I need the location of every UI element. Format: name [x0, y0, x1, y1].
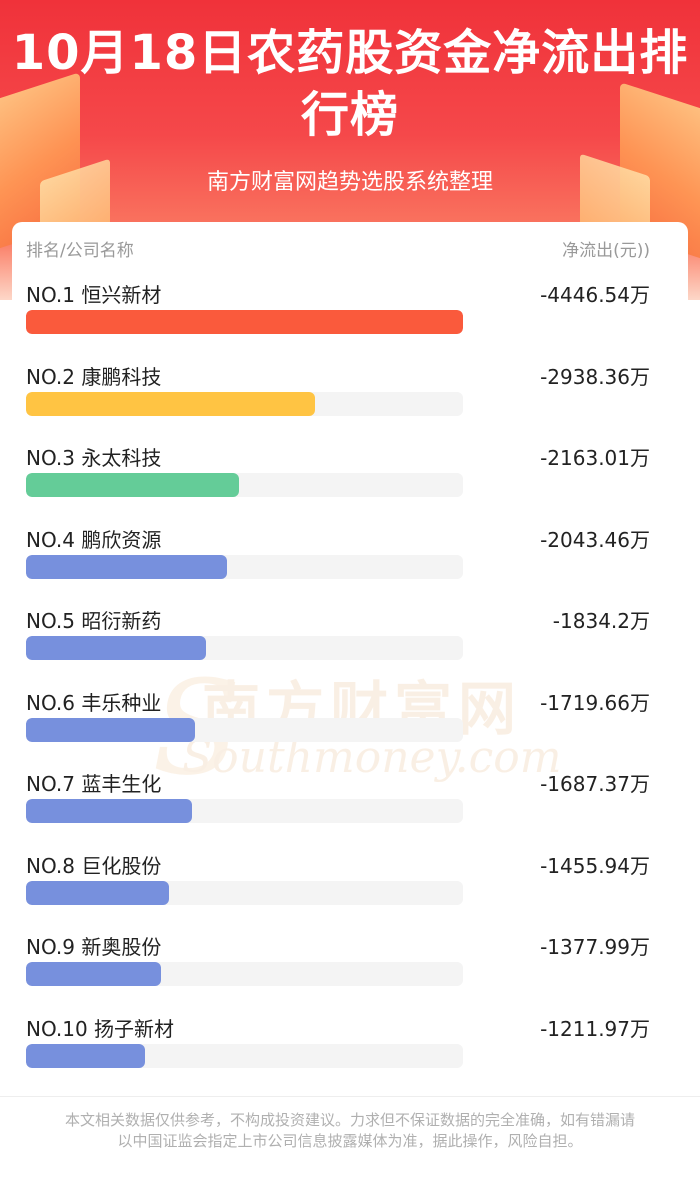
company-label: NO.5 昭衍新药 [26, 609, 162, 633]
bar-fill [26, 391, 315, 416]
company-label: NO.1 恒兴新材 [26, 283, 162, 307]
bar-track [26, 799, 463, 823]
bar-fill [26, 636, 207, 660]
bar-fill [26, 799, 192, 823]
ranking-row: NO.8 巨化股份 -1455.94万 [12, 850, 688, 931]
company-label: NO.9 新奥股份 [26, 935, 162, 959]
bar-fill [26, 717, 195, 742]
page-title: 10月18日农药股资金净流出排行榜 [11, 25, 689, 143]
ranking-row: NO.3 永太科技 -2163.01万 [12, 442, 688, 523]
footer-divider [0, 1096, 700, 1097]
ranking-row: NO.2 康鹏科技 -2938.36万 [12, 361, 688, 442]
ranking-card: 排名/公司名称 净流出(元)) S 南方财富网 Southmoney.com N… [12, 222, 688, 1094]
ranking-row: NO.4 鹏欣资源 -2043.46万 [12, 524, 688, 605]
bar-fill [26, 554, 227, 579]
company-label: NO.6 丰乐种业 [26, 690, 162, 715]
bar-fill [26, 1043, 146, 1068]
ranking-row: NO.9 新奥股份 -1377.99万 [12, 931, 688, 1012]
bar-fill [26, 880, 170, 905]
net-outflow-value: -4446.54万 [540, 283, 650, 307]
net-outflow-value: -1719.66万 [540, 690, 650, 715]
bar-track [26, 554, 463, 579]
bar-track [26, 962, 463, 986]
ranking-row: NO.7 蓝丰生化 -1687.37万 [12, 768, 688, 849]
company-label: NO.10 扬子新材 [26, 1016, 175, 1041]
bar-track [26, 310, 463, 334]
company-label: NO.3 永太科技 [26, 446, 162, 470]
net-outflow-value: -2938.36万 [540, 364, 650, 389]
column-header-rank-name: 排名/公司名称 [26, 241, 134, 261]
bar-track [26, 473, 463, 497]
company-label: NO.2 康鹏科技 [26, 364, 162, 389]
net-outflow-value: -1211.97万 [540, 1016, 650, 1041]
bar-track [26, 391, 463, 416]
ranking-row: NO.1 恒兴新材 -4446.54万 [12, 279, 688, 360]
bar-track [26, 880, 463, 905]
bar-fill [26, 962, 162, 986]
ranking-row: NO.6 丰乐种业 -1719.66万 [12, 687, 688, 768]
disclaimer: 本文相关数据仅供参考，不构成投资建议。力求但不保证数据的完全准确，如有错漏请以中… [64, 1111, 635, 1150]
net-outflow-value: -1455.94万 [540, 853, 650, 878]
net-outflow-value: -1687.37万 [540, 772, 650, 796]
net-outflow-value: -2043.46万 [540, 527, 650, 552]
net-outflow-value: -2163.01万 [540, 446, 650, 470]
company-label: NO.4 鹏欣资源 [26, 527, 162, 552]
column-header-net-outflow: 净流出(元)) [562, 241, 650, 261]
bar-fill [26, 473, 239, 497]
company-label: NO.8 巨化股份 [26, 853, 162, 878]
bar-track [26, 636, 463, 660]
page-subtitle: 南方财富网趋势选股系统整理 [206, 170, 493, 195]
ranking-row: NO.5 昭衍新药 -1834.2万 [12, 605, 688, 686]
bar-track [26, 717, 463, 742]
company-label: NO.7 蓝丰生化 [26, 772, 162, 796]
bar-fill [26, 310, 463, 334]
net-outflow-value: -1377.99万 [540, 935, 650, 959]
bar-track [26, 1043, 463, 1068]
ranking-row: NO.10 扬子新材 -1211.97万 [12, 1013, 688, 1094]
net-outflow-value: -1834.2万 [552, 609, 650, 633]
